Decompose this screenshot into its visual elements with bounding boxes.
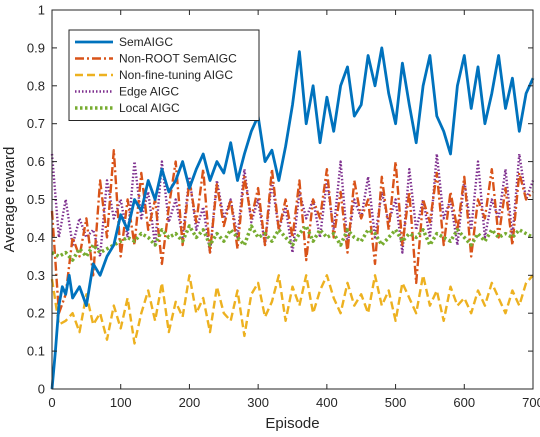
y-tick-label: 1 (38, 3, 45, 18)
legend: SemAIGC Non-ROOT SemAIGC Non-fine-tuning A… (68, 29, 260, 121)
y-tick-label: 0.2 (27, 306, 45, 321)
y-tick-label: 0.4 (27, 230, 45, 245)
y-tick-label: 0.6 (27, 154, 45, 169)
x-tick-label: 300 (247, 395, 269, 410)
x-tick-label: 500 (385, 395, 407, 410)
legend-label-3: Non-fine-tuning AIGC (119, 68, 233, 82)
series-line-4 (50, 152, 535, 258)
x-tick-label: 400 (316, 395, 338, 410)
series-line-1 (50, 46, 535, 390)
x-tick-label: 200 (179, 395, 201, 410)
legend-label-4: Edge AIGC (119, 85, 179, 99)
x-tick-label: 600 (453, 395, 475, 410)
y-tick-label: 0.3 (27, 268, 45, 283)
y-tick-label: 0 (38, 382, 45, 397)
legend-label-1: SemAIGC (119, 35, 173, 49)
y-tick-label: 0.1 (27, 344, 45, 359)
x-axis-label: Episode (265, 415, 319, 432)
y-tick-label: 0.8 (27, 78, 45, 93)
axes-layer: 0 100 200 300 400 500 600 700 0 0.1 0.2 0.3 0.4 0.5 0.… (27, 3, 540, 411)
x-tick-label: 700 (522, 395, 540, 410)
y-tick-label: 0.5 (27, 192, 45, 207)
legend-label-2: Non-ROOT SemAIGC (119, 52, 237, 66)
series-layer (50, 46, 535, 390)
y-axis-label: Average reward (1, 147, 18, 253)
x-tick-label: 100 (110, 395, 132, 410)
y-tick-label: 0.7 (27, 116, 45, 131)
x-tick-label: 0 (48, 395, 55, 410)
series-line-2 (50, 148, 534, 315)
y-tick-label: 0.9 (27, 40, 45, 55)
series-line-3 (50, 274, 534, 345)
series-line-5 (51, 224, 534, 262)
legend-label-5: Local AIGC (119, 101, 180, 115)
